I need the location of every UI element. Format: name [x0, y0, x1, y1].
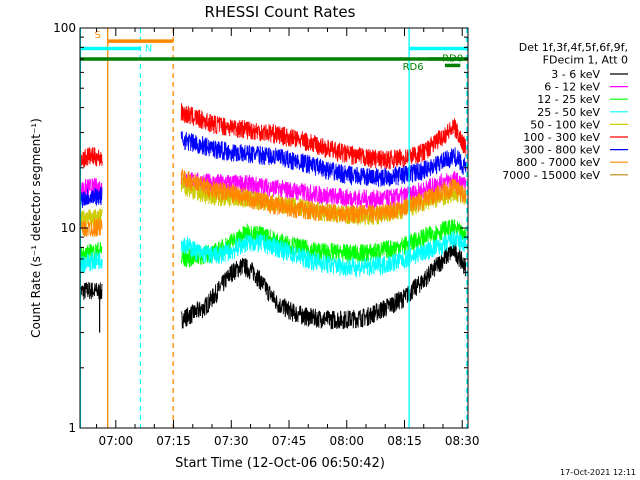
plot-frame	[79, 27, 469, 429]
y-tick-label: 100	[53, 21, 76, 35]
flag-label: N	[145, 43, 152, 54]
legend-label: 7000 - 15000 keV	[502, 169, 600, 182]
x-tick-label: 07:45	[272, 434, 307, 448]
legend-label: 25 - 50 keV	[537, 106, 600, 119]
series-line	[80, 208, 103, 229]
series-line	[80, 217, 103, 237]
series-line	[180, 131, 467, 188]
x-tick-label: 08:30	[445, 434, 480, 448]
x-tick-label: 07:15	[156, 434, 191, 448]
legend: Det 1f,3f,4f,5f,6f,9f,FDecim 1, Att 03 -…	[502, 41, 628, 182]
legend-label: 50 - 100 keV	[530, 118, 600, 131]
series-line	[80, 281, 103, 302]
legend-label: 6 - 12 keV	[544, 81, 600, 94]
flag-label: S	[95, 30, 101, 41]
legend-header: Det 1f,3f,4f,5f,6f,9f,	[519, 41, 628, 54]
chart-title: RHESSI Count Rates	[205, 3, 356, 21]
attenuator-flags: SNRD0RD6	[80, 30, 468, 73]
legend-label: 100 - 300 keV	[523, 131, 600, 144]
legend-label: 800 - 7000 keV	[516, 156, 600, 169]
date-stamp: 17-Oct-2021 12:11	[560, 468, 636, 477]
series-line	[181, 241, 467, 330]
series-line	[180, 230, 467, 278]
vertical-markers	[79, 28, 468, 428]
legend-label: 3 - 6 keV	[551, 68, 600, 81]
y-axis-label: Count Rate (s⁻¹ detector segment⁻¹)	[29, 118, 43, 338]
series-layer	[80, 103, 467, 333]
series-line	[180, 171, 467, 209]
series-line	[180, 168, 467, 224]
legend-label: 12 - 25 keV	[537, 93, 600, 106]
flag-label: RD6	[403, 62, 424, 73]
y-tick-label: 10	[61, 221, 76, 235]
x-axis: 07:00 07:15 07:30 07:45 08:00 08:15 08:30	[96, 28, 480, 448]
series-line	[180, 103, 467, 170]
x-tick-label: 08:15	[387, 434, 422, 448]
x-tick-label: 07:00	[99, 434, 134, 448]
y-axis: 1 10 100	[53, 21, 468, 435]
x-tick-label: 08:00	[329, 434, 364, 448]
legend-label: 300 - 800 keV	[523, 144, 600, 157]
x-axis-label: Start Time (12-Oct-06 06:50:42)	[175, 456, 385, 471]
series-line	[80, 186, 103, 208]
legend-header: FDecim 1, Att 0	[543, 54, 628, 67]
series-line	[80, 251, 103, 274]
series-line	[80, 147, 103, 168]
y-tick-label: 1	[68, 421, 76, 435]
x-tick-label: 07:30	[214, 434, 249, 448]
